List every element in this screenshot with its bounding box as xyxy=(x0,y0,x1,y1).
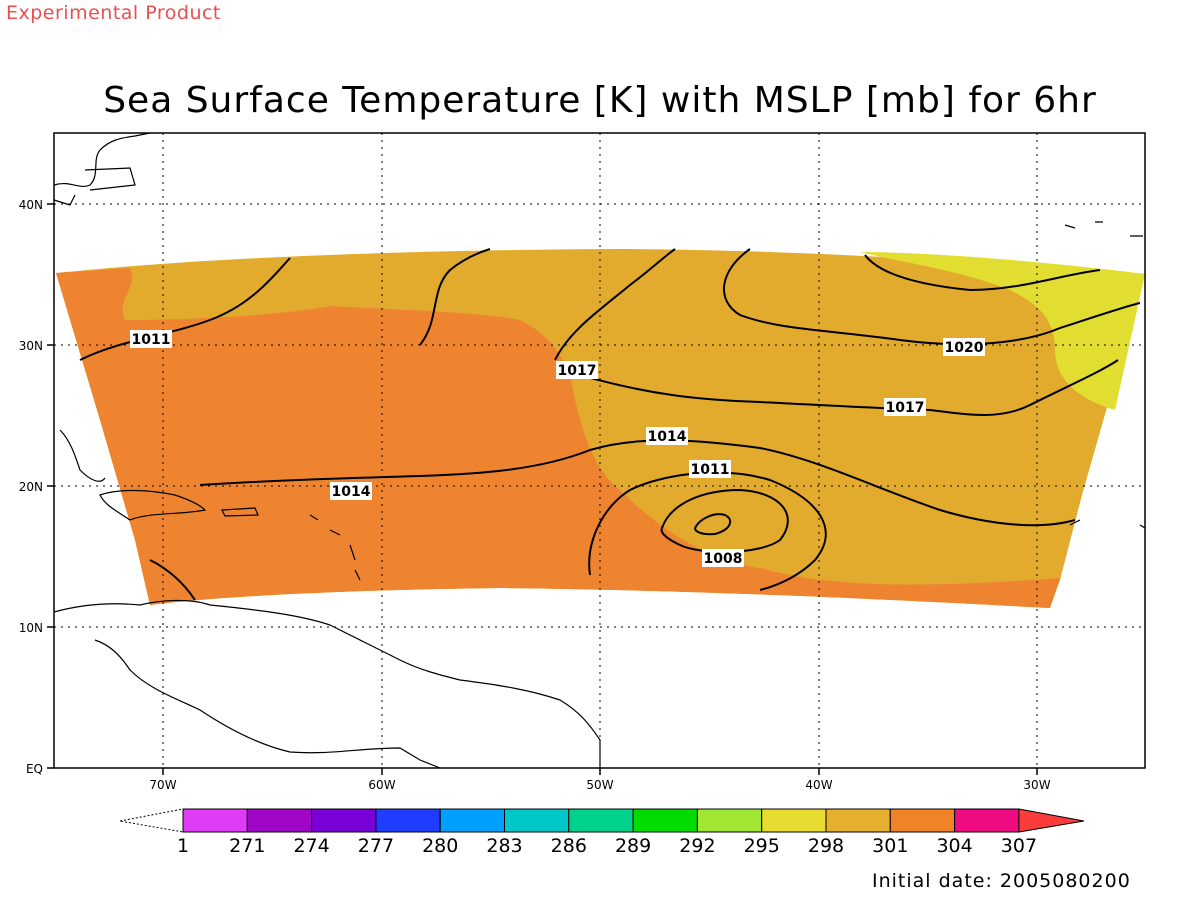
isobar-label: 1017 xyxy=(886,400,925,416)
colorbar-swatch xyxy=(696,808,763,833)
coastlines xyxy=(53,132,1146,769)
colorbar-label: 274 xyxy=(293,835,329,857)
colorbar-swatch xyxy=(504,808,570,833)
colorbar-label: 292 xyxy=(679,835,715,857)
colorbar-label: 286 xyxy=(551,835,587,857)
colorbar-swatch xyxy=(954,808,1020,833)
colorbar-label: 307 xyxy=(1001,835,1037,857)
colorbar-label: 1 xyxy=(177,835,189,857)
map-title: Sea Surface Temperature [K] with MSLP [m… xyxy=(103,80,1097,121)
colorbar xyxy=(119,808,1084,833)
colorbar-swatch xyxy=(568,808,634,833)
colorbar-swatch xyxy=(761,808,827,833)
colorbar-label: 289 xyxy=(615,835,651,857)
colorbar-label: 301 xyxy=(872,835,908,857)
sst-region-298 xyxy=(860,252,1145,410)
isobar-labels: 1011 1017 1020 1017 1014 1011 1008 1014 xyxy=(130,330,985,567)
colorbar-swatch xyxy=(246,808,313,833)
colorbar-swatch xyxy=(889,808,956,833)
isobar-label: 1017 xyxy=(558,363,597,379)
colorbar-label: 304 xyxy=(936,835,972,857)
sst-region-304-west xyxy=(56,268,1060,608)
isobar-label: 1014 xyxy=(332,484,371,500)
colorbar-labels: 1 271 274 277 280 283 286 289 292 295 298 301 304 307 xyxy=(177,835,1037,857)
axis-ticks xyxy=(47,203,1038,775)
colorbar-label: 298 xyxy=(808,835,844,857)
colorbar-swatch xyxy=(182,808,248,833)
lon-label: 30W xyxy=(1023,778,1050,792)
colorbar-swatch xyxy=(632,808,698,833)
lon-label: 70W xyxy=(149,778,176,792)
isobar-label: 1008 xyxy=(704,551,743,567)
lat-label: EQ xyxy=(26,762,43,776)
isobar-label: 1020 xyxy=(945,340,984,356)
lat-label: 30N xyxy=(19,339,43,353)
isobar-label: 1011 xyxy=(691,462,730,478)
colorbar-swatch xyxy=(439,808,506,833)
lon-label: 50W xyxy=(586,778,613,792)
experimental-product-label: Experimental Product xyxy=(6,2,221,24)
lat-label: 10N xyxy=(19,621,43,635)
isobar-label: 1011 xyxy=(132,332,171,348)
colorbar-label: 283 xyxy=(486,835,522,857)
colorbar-high-arrow xyxy=(1018,808,1084,833)
colorbar-low-arrow xyxy=(119,808,184,833)
initial-date: Initial date: 2005080200 xyxy=(872,870,1131,892)
colorbar-label: 295 xyxy=(744,835,780,857)
lat-label: 20N xyxy=(19,480,43,494)
lat-label: 40N xyxy=(19,198,43,212)
colorbar-label: 277 xyxy=(358,835,394,857)
colorbar-swatch xyxy=(825,808,891,833)
colorbar-swatch xyxy=(311,808,377,833)
lon-label: 60W xyxy=(368,778,395,792)
colorbar-label: 280 xyxy=(422,835,458,857)
isobar-label: 1014 xyxy=(648,429,687,445)
lon-label: 40W xyxy=(805,778,832,792)
graticule xyxy=(54,133,1145,768)
colorbar-label: 271 xyxy=(229,835,265,857)
colorbar-swatch xyxy=(375,808,441,833)
